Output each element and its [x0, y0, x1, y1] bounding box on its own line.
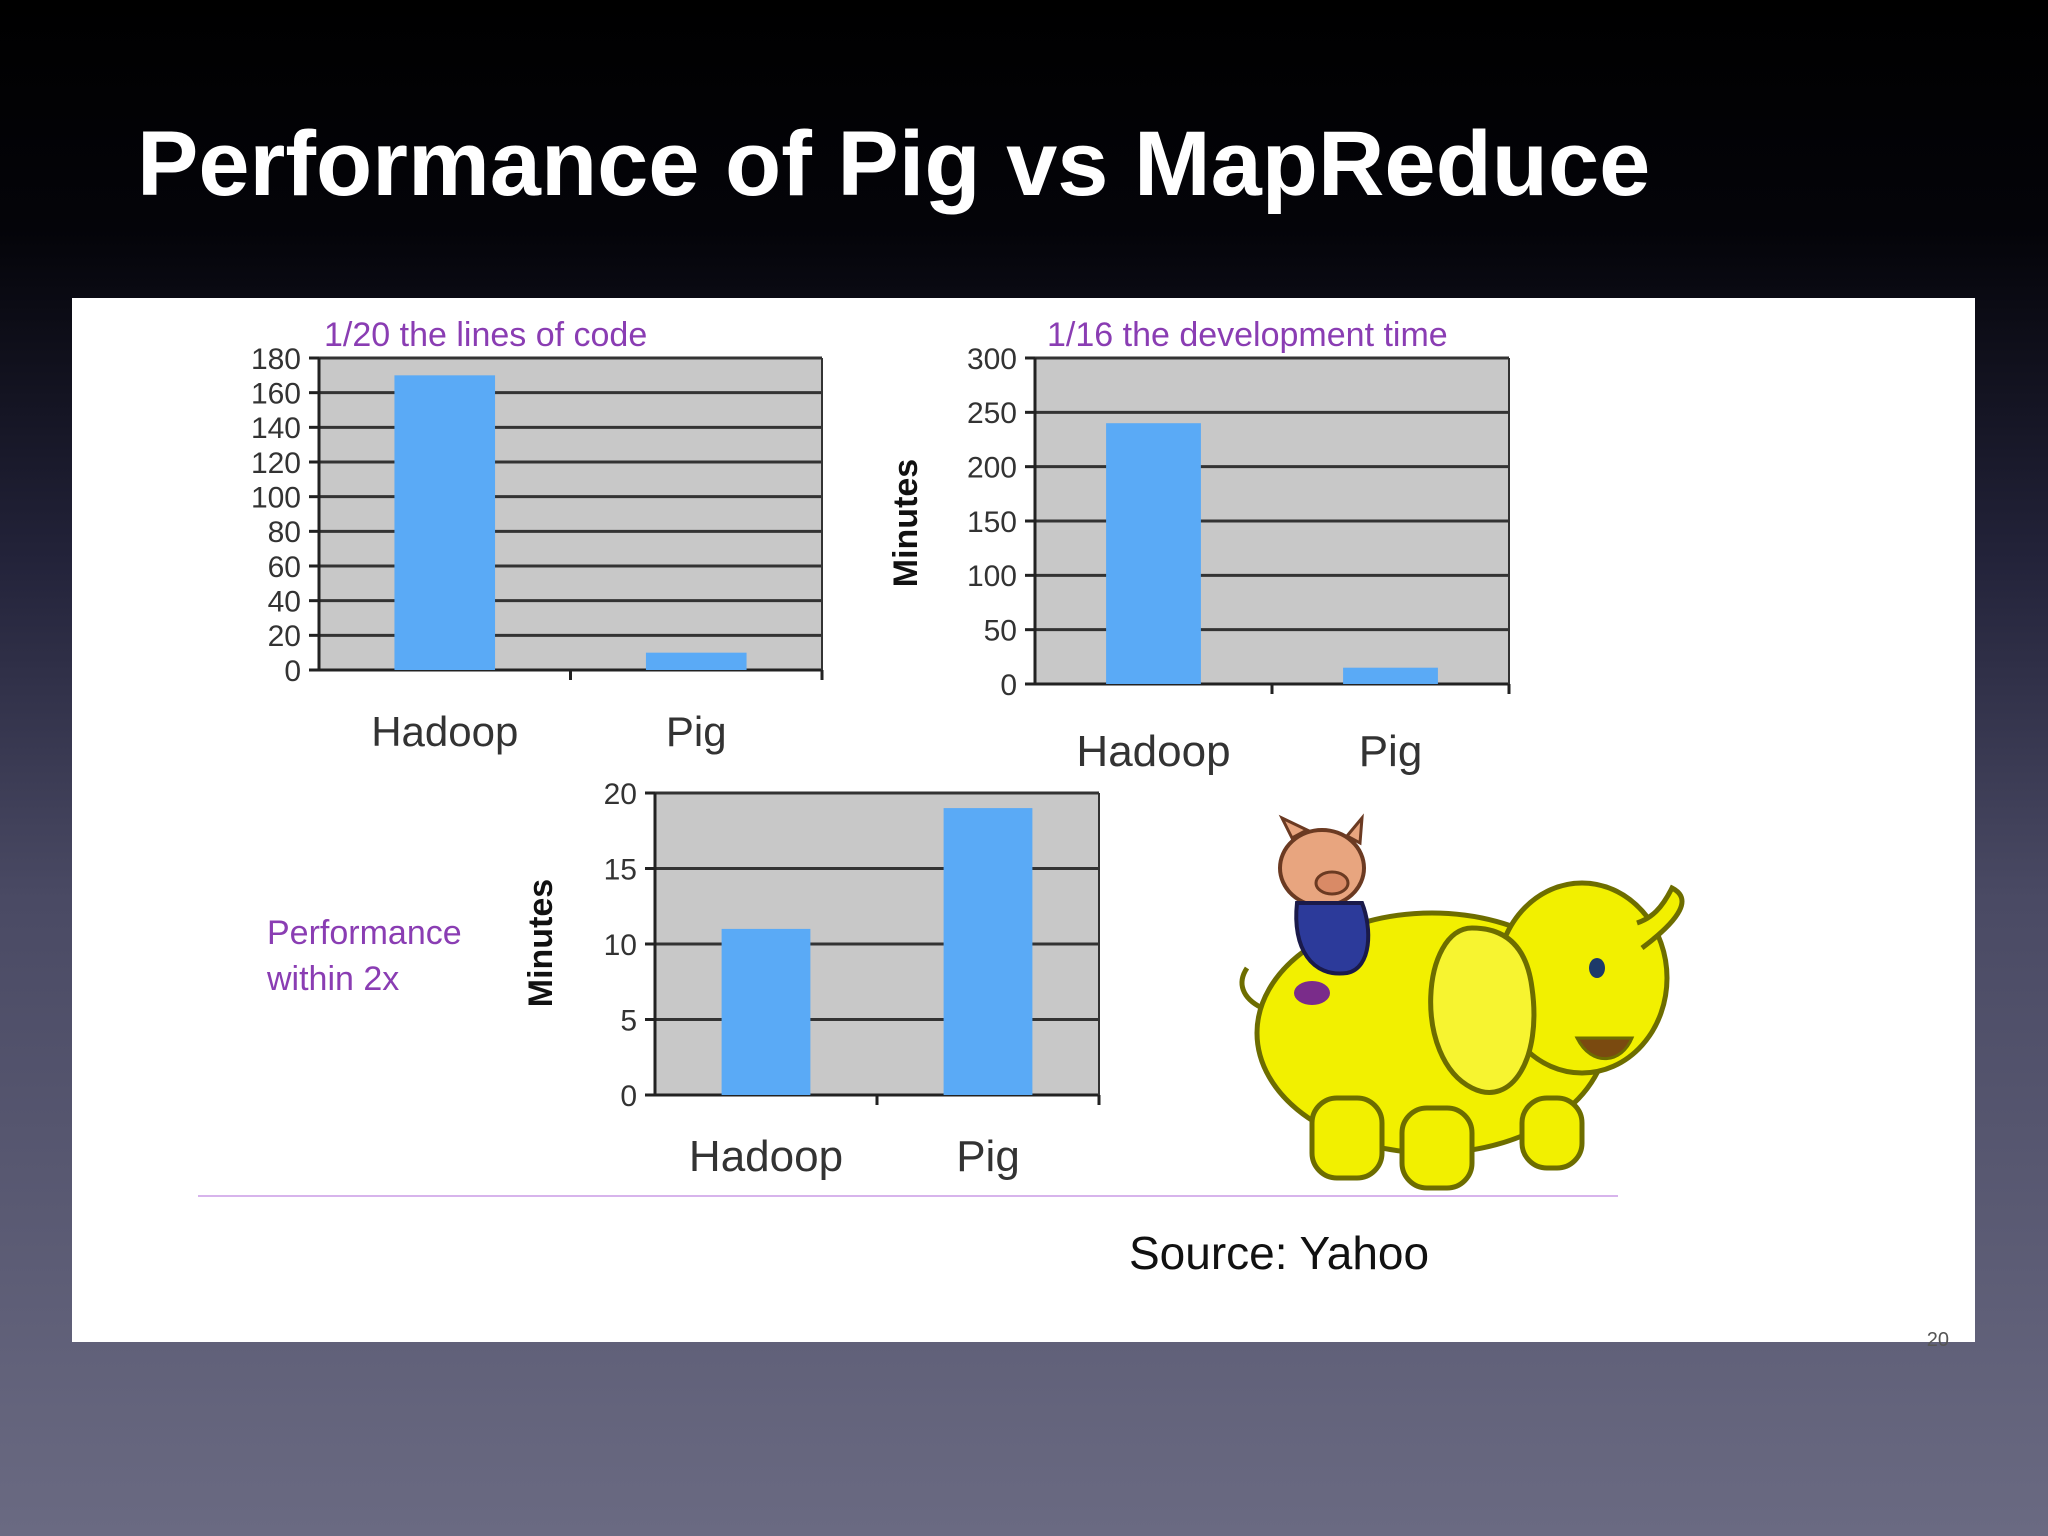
bar-hadoop [721, 928, 811, 1095]
y-tick-label: 0 [620, 1080, 637, 1113]
bar-pig [1343, 667, 1438, 684]
y-tick-label: 10 [604, 929, 637, 962]
hadoop-elephant-with-pig-icon [1239, 813, 1685, 1191]
y-tick-label: 20 [268, 620, 301, 653]
y-tick-label: 80 [268, 516, 301, 549]
chart-title: 1/20 the lines of code [324, 316, 647, 354]
slide-panel: 0 20 40 60 80 100 120 140 160 180 Hadoop Pig 1/20 th… [72, 298, 1975, 1351]
chart-title: 1/16 the development time [1047, 316, 1448, 354]
y-tick-label: 50 [984, 614, 1017, 647]
y-tick-label: 250 [967, 397, 1017, 430]
y-axis-label: Minutes [522, 879, 560, 1007]
y-tick-label: 120 [251, 447, 301, 480]
y-tick-label: 140 [251, 412, 301, 445]
y-tick-label: 100 [251, 481, 301, 514]
performance-note-line1: Performance [267, 914, 462, 952]
chart-2: 0 50 100 150 200 250 300 Hadoop Pig 1/16 the deve… [887, 316, 1511, 776]
chart-3: 0 5 10 15 20 Hadoop Pig Minutes [522, 778, 1101, 1181]
category-label-hadoop: Hadoop [689, 1132, 843, 1181]
bar-hadoop [394, 375, 496, 670]
y-tick-label: 20 [604, 778, 637, 811]
y-tick-label: 100 [967, 560, 1017, 593]
source-caption: Source: Yahoo [1129, 1227, 1430, 1279]
category-label-pig: Pig [666, 708, 727, 755]
slide-title: Performance of Pig vs MapReduce [137, 113, 1651, 215]
y-tick-label: 0 [1000, 669, 1017, 702]
category-label-pig: Pig [956, 1132, 1020, 1181]
y-tick-label: 5 [620, 1004, 637, 1037]
y-tick-label: 160 [251, 377, 301, 410]
performance-note-line2: within 2x [267, 960, 400, 998]
y-tick-label: 200 [967, 451, 1017, 484]
bar-hadoop [1106, 423, 1201, 684]
y-tick-label: 15 [604, 853, 637, 886]
category-label-hadoop: Hadoop [371, 708, 518, 755]
bar-pig [943, 808, 1033, 1095]
y-tick-label: 300 [967, 343, 1017, 376]
performance-note: Performance within 2x [267, 910, 462, 1002]
category-label-hadoop: Hadoop [1076, 727, 1230, 776]
y-tick-label: 0 [284, 655, 301, 688]
y-tick-label: 60 [268, 551, 301, 584]
divider-line [198, 1195, 1618, 1197]
page-number: 20 [1926, 1329, 1949, 1351]
y-tick-label: 180 [251, 343, 301, 376]
y-tick-label: 150 [967, 506, 1017, 539]
y-axis-label: Minutes [887, 459, 925, 587]
bar-pig [645, 652, 747, 670]
y-tick-label: 40 [268, 585, 301, 618]
category-label-pig: Pig [1359, 727, 1423, 776]
